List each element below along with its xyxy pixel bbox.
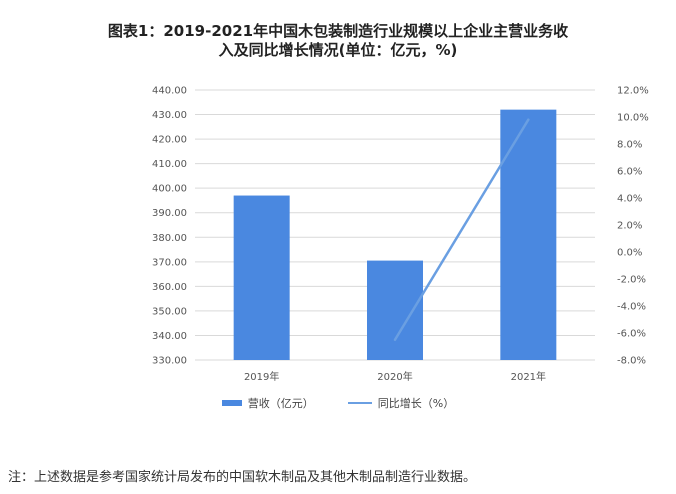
chart-title-line1: 图表1：2019-2021年中国木包装制造行业规模以上企业主营业务收 [107,22,569,40]
chart-legend: 营收（亿元） 同比增长（%） [0,395,676,411]
right-axis-tick-label: 6.0% [617,167,642,178]
left-axis-tick-label: 430.00 [152,110,187,121]
legend-label-growth: 同比增长（%） [377,397,455,410]
left-axis-tick-label: 360.00 [152,282,187,293]
combo-chart: 330.00 340.00 350.00 360.00 370.00 380.00 390.… [152,86,649,384]
left-axis-tick-label: 370.00 [152,257,187,268]
right-axis-tick-label: 10.0% [617,113,649,124]
footnote: 注：上述数据是参考国家统计局发布的中国软木制品及其他木制品制造行业数据。 [8,470,477,485]
left-axis-tick-label: 340.00 [152,331,187,342]
category-tick-label: 2020年 [377,370,412,383]
legend-swatch-line [347,402,372,404]
bar [233,195,290,360]
chart-title: 图表1：2019-2021年中国木包装制造行业规模以上企业主营业务收 入及同比增… [0,22,676,60]
bar [367,260,423,360]
right-axis-tick-label: 8.0% [617,140,642,151]
right-axis-tick-label: -6.0% [617,329,646,340]
left-axis-tick-label: 330.00 [152,356,187,367]
legend-label-revenue: 营收（亿元） [247,397,314,410]
left-axis-tick-label: 420.00 [152,135,187,146]
bar [500,109,557,361]
right-axis-tick-label: -2.0% [617,275,646,286]
category-tick-label: 2019年 [244,370,279,383]
legend-swatch-bar [221,400,242,406]
growth-line [393,118,530,341]
left-axis-tick-label: 440.00 [152,86,187,97]
left-axis-tick-label: 390.00 [152,208,187,219]
right-axis-tick-label: 2.0% [617,221,642,232]
left-axis-tick-label: 410.00 [152,159,187,170]
left-axis-tick-label: 400.00 [152,184,187,195]
right-axis-tick-label: 0.0% [617,248,642,259]
left-axis-tick-label: 350.00 [152,306,187,317]
legend-item-growth: 同比增长（%） [347,395,455,411]
right-axis-tick-label: 12.0% [617,86,649,97]
left-axis-tick-label: 380.00 [152,233,187,244]
legend-item-revenue: 营收（亿元） [221,395,314,411]
chart-title-line2: 入及同比增长情况(单位：亿元，%) [218,41,458,59]
right-axis-tick-label: 4.0% [617,194,642,205]
category-tick-label: 2021年 [511,370,546,383]
right-axis-tick-label: -4.0% [617,302,646,313]
right-axis-tick-label: -8.0% [617,356,646,367]
